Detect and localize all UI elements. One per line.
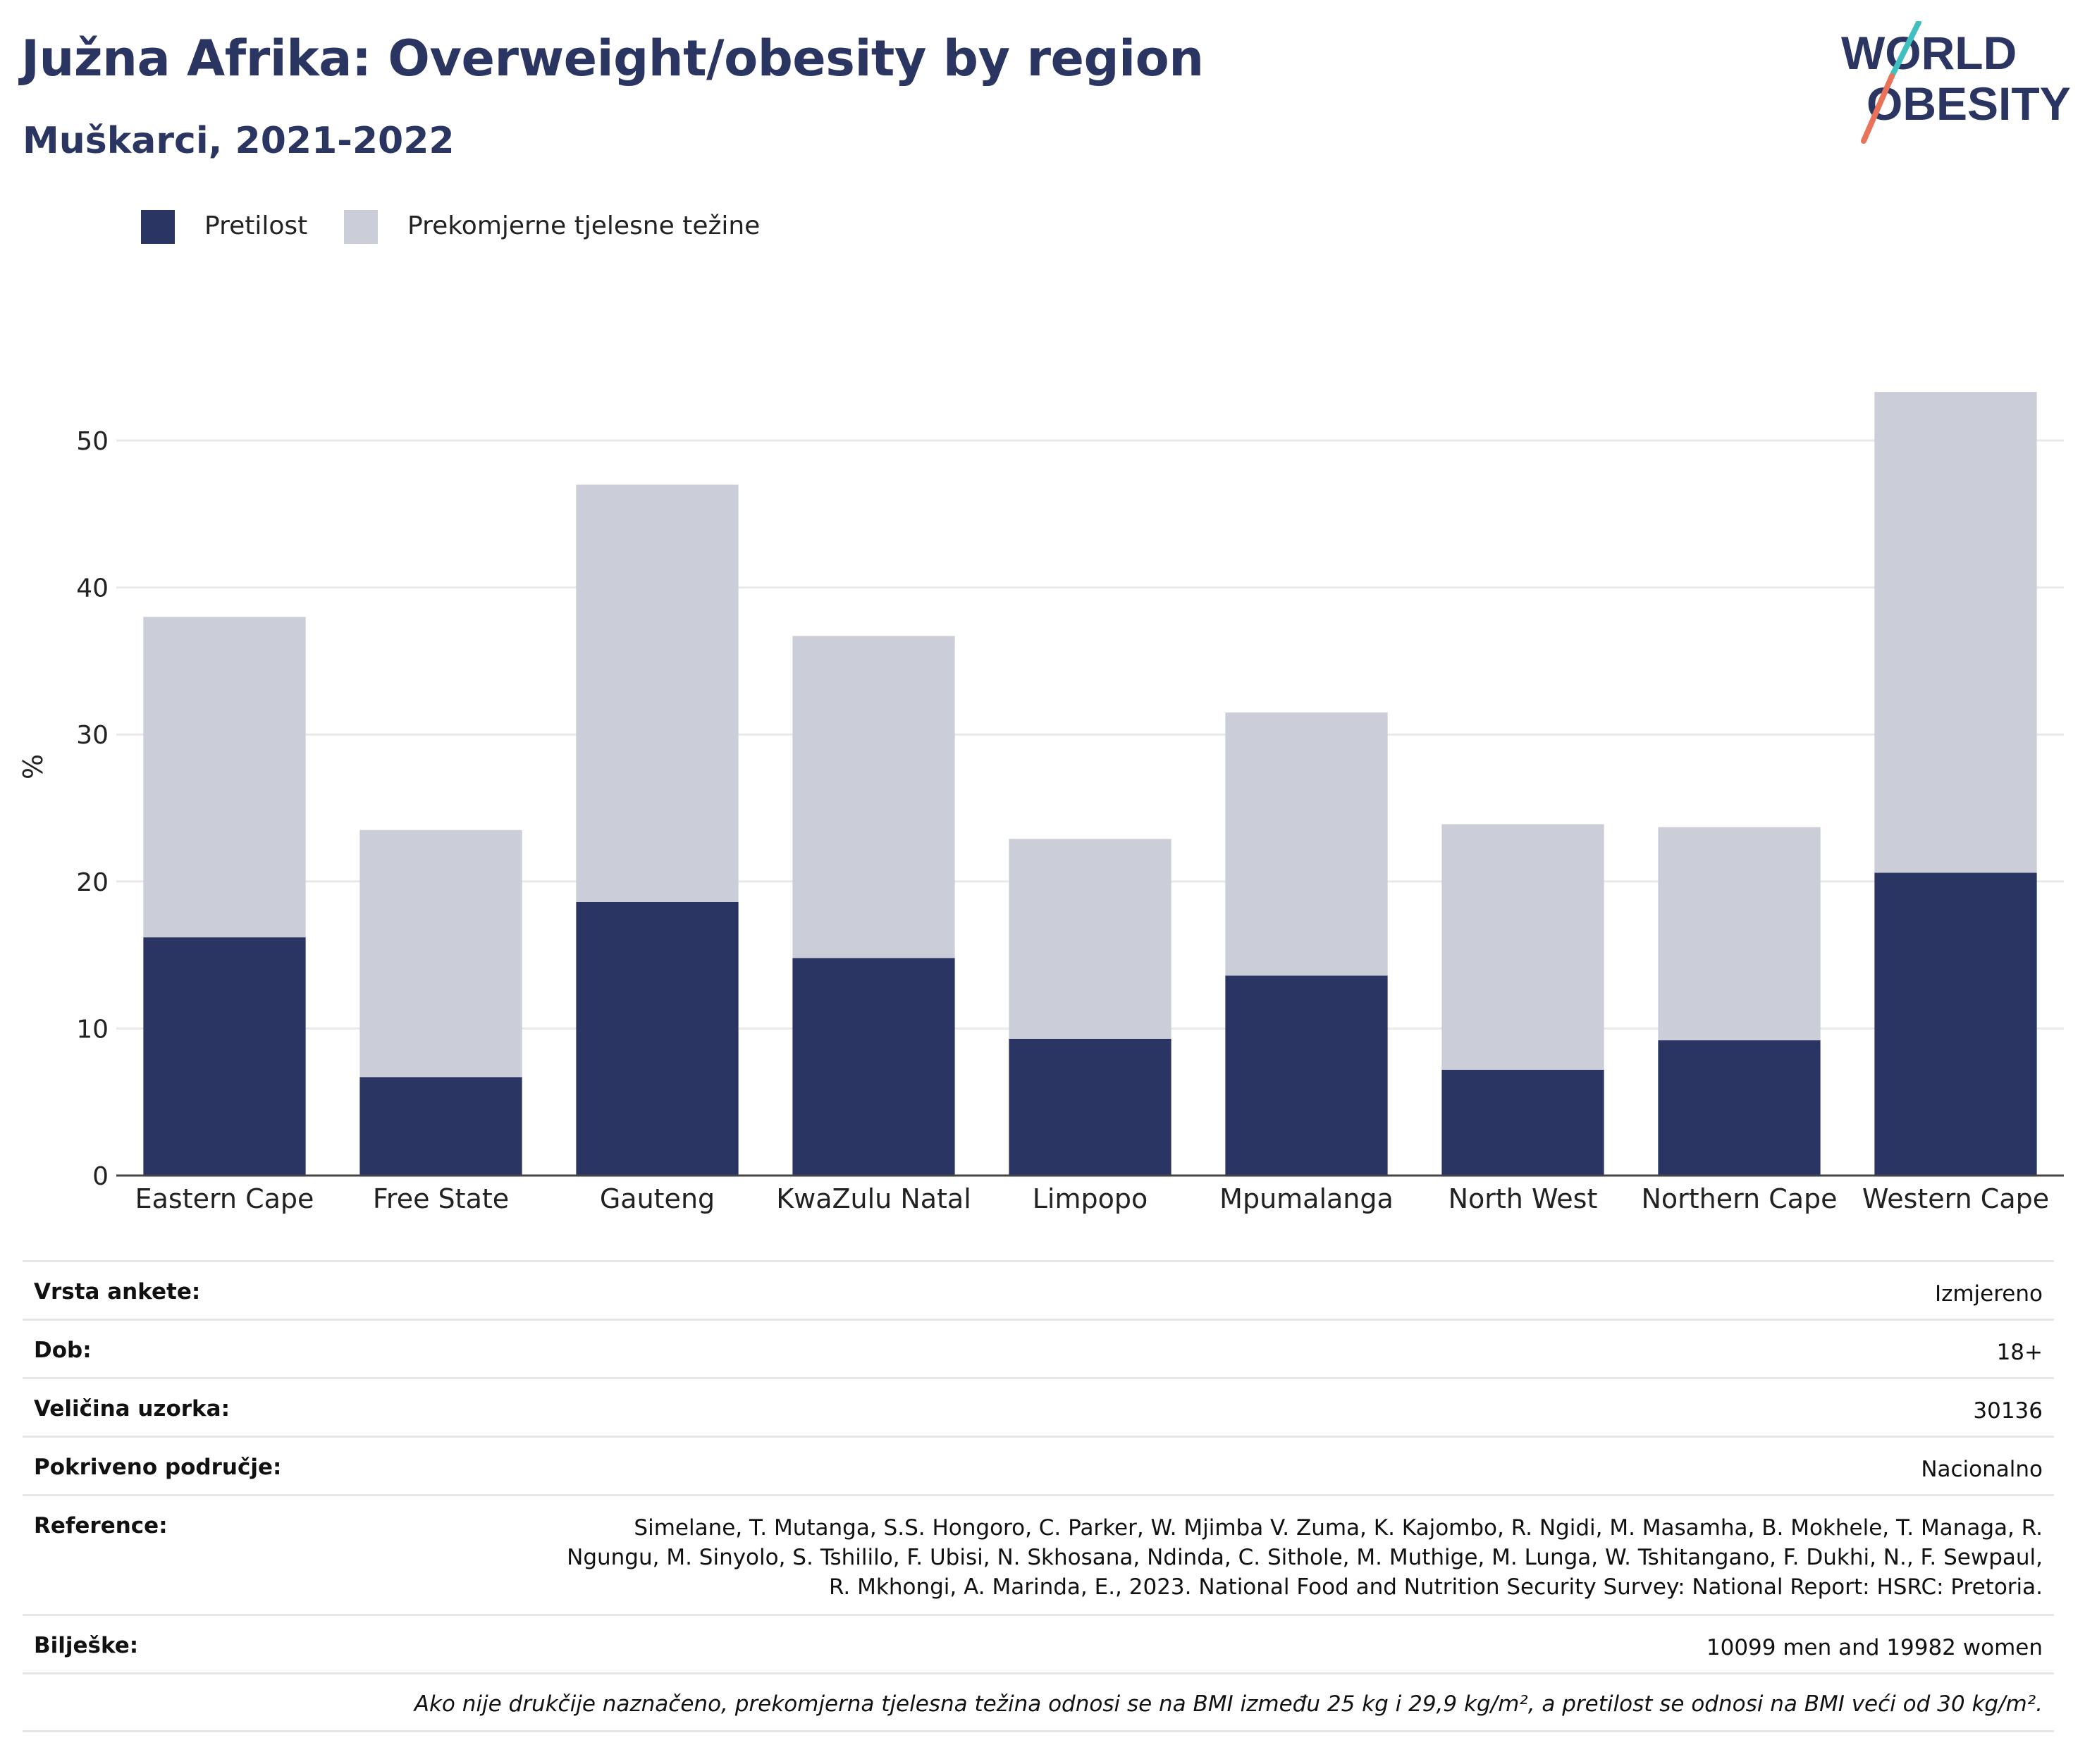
info-row-age: Dob: 18+ bbox=[23, 1319, 2054, 1377]
bar-obesity-free-state bbox=[359, 1077, 522, 1176]
x-tick-label: Western Cape bbox=[1862, 1183, 2049, 1214]
notes-value: 10099 men and 19982 women bbox=[1706, 1635, 2043, 1660]
legend-swatch-obesity bbox=[141, 210, 175, 244]
y-tick-label: 10 bbox=[76, 1015, 109, 1044]
reference-label: Reference: bbox=[34, 1513, 168, 1538]
bar-obesity-western-cape bbox=[1874, 872, 2037, 1176]
chart-title: Južna Afrika: Overweight/obesity by regi… bbox=[21, 30, 1204, 87]
logo-word-obesity: OBESITY bbox=[1866, 78, 2071, 130]
x-tick-label: Mpumalanga bbox=[1219, 1183, 1394, 1214]
info-row-sample-size: Veličina uzorka: 30136 bbox=[23, 1377, 2054, 1436]
survey-type-value: Izmjereno bbox=[1934, 1281, 2043, 1307]
x-tick-label: Free State bbox=[373, 1183, 509, 1214]
bar-obesity-gauteng bbox=[576, 902, 739, 1176]
x-tick-label: Eastern Cape bbox=[135, 1183, 314, 1214]
bar-overweight-limpopo bbox=[1009, 839, 1171, 1040]
info-row-coverage: Pokriveno područje: Nacionalno bbox=[23, 1436, 2054, 1494]
bar-obesity-northern-cape bbox=[1658, 1040, 1821, 1176]
bar-overweight-kwazulu-natal bbox=[792, 636, 955, 958]
coverage-label: Pokriveno područje: bbox=[34, 1455, 282, 1480]
y-tick-label: 40 bbox=[76, 574, 109, 603]
info-row-survey-type: Vrsta ankete: Izmjereno bbox=[23, 1260, 2054, 1319]
bar-overweight-north-west bbox=[1441, 824, 1604, 1070]
x-tick-label: Gauteng bbox=[600, 1183, 715, 1214]
bar-chart: 0 10 20 30 40 50 Eastern Cape Free State Gauteng… bbox=[18, 392, 2064, 1214]
age-label: Dob: bbox=[34, 1338, 92, 1363]
y-axis-label: % bbox=[18, 754, 49, 779]
info-row-reference: Reference: Simelane, T. Mutanga, S.S. Ho… bbox=[23, 1494, 2054, 1614]
chart-subtitle: Muškarci, 2021-2022 bbox=[23, 120, 455, 162]
survey-info-table: Vrsta ankete: Izmjereno Dob: 18+ Veličin… bbox=[23, 1260, 2054, 1732]
coverage-value: Nacionalno bbox=[1921, 1457, 2043, 1482]
bar-overweight-western-cape bbox=[1874, 392, 2037, 873]
y-tick-label: 50 bbox=[76, 427, 109, 456]
reference-value: Simelane, T. Mutanga, S.S. Hongoro, C. P… bbox=[567, 1513, 2043, 1602]
x-tick-label: KwaZulu Natal bbox=[776, 1183, 971, 1214]
survey-type-label: Vrsta ankete: bbox=[34, 1279, 201, 1305]
bar-overweight-eastern-cape bbox=[143, 617, 306, 938]
legend-label-obesity: Pretilost bbox=[204, 211, 308, 240]
bar-overweight-gauteng bbox=[576, 484, 739, 903]
y-tick-label: 30 bbox=[76, 721, 109, 750]
notes-label: Bilješke: bbox=[34, 1633, 139, 1658]
logo-slash-teal bbox=[1889, 21, 1921, 79]
reference-line-3: R. Mkhongi, A. Marinda, E., 2023. Nation… bbox=[829, 1574, 2043, 1600]
x-tick-label: Limpopo bbox=[1033, 1183, 1148, 1214]
footnote: Ako nije drukčije naznačeno, prekomjerna… bbox=[414, 1691, 2043, 1717]
sample-size-label: Veličina uzorka: bbox=[34, 1396, 230, 1421]
reference-line-1: Simelane, T. Mutanga, S.S. Hongoro, C. P… bbox=[634, 1515, 2043, 1541]
legend-label-overweight: Prekomjerne tjelesne težine bbox=[407, 211, 761, 240]
y-tick-label: 0 bbox=[92, 1162, 109, 1191]
legend-swatch-overweight bbox=[344, 210, 378, 244]
bar-obesity-mpumalanga bbox=[1225, 975, 1388, 1176]
axes: 0 10 20 30 40 50 Eastern Cape Free State Gauteng… bbox=[76, 427, 2064, 1214]
info-row-footnote: Ako nije drukčije naznačeno, prekomjerna… bbox=[23, 1672, 2054, 1732]
bar-obesity-north-west bbox=[1441, 1069, 1604, 1176]
x-tick-label: Northern Cape bbox=[1641, 1183, 1837, 1214]
reference-line-2: Ngungu, M. Sinyolo, S. Tshililo, F. Ubis… bbox=[567, 1545, 2043, 1570]
bar-obesity-eastern-cape bbox=[143, 937, 306, 1176]
bar-overweight-northern-cape bbox=[1658, 827, 1821, 1041]
world-obesity-logo: WORLD OBESITY bbox=[1841, 21, 2071, 144]
bar-overweight-free-state bbox=[359, 829, 522, 1078]
bar-obesity-kwazulu-natal bbox=[792, 958, 955, 1176]
info-row-notes: Bilješke: 10099 men and 19982 women bbox=[23, 1614, 2054, 1672]
x-tick-label: North West bbox=[1449, 1183, 1598, 1214]
y-tick-label: 20 bbox=[76, 868, 109, 897]
bar-obesity-limpopo bbox=[1009, 1039, 1171, 1176]
sample-size-value: 30136 bbox=[1973, 1398, 2043, 1424]
logo-word-world: WORLD bbox=[1841, 27, 2017, 79]
logo-slash-red bbox=[1861, 73, 1895, 144]
age-value: 18+ bbox=[1996, 1340, 2043, 1365]
bars bbox=[143, 392, 2037, 1176]
bar-overweight-mpumalanga bbox=[1225, 712, 1388, 976]
